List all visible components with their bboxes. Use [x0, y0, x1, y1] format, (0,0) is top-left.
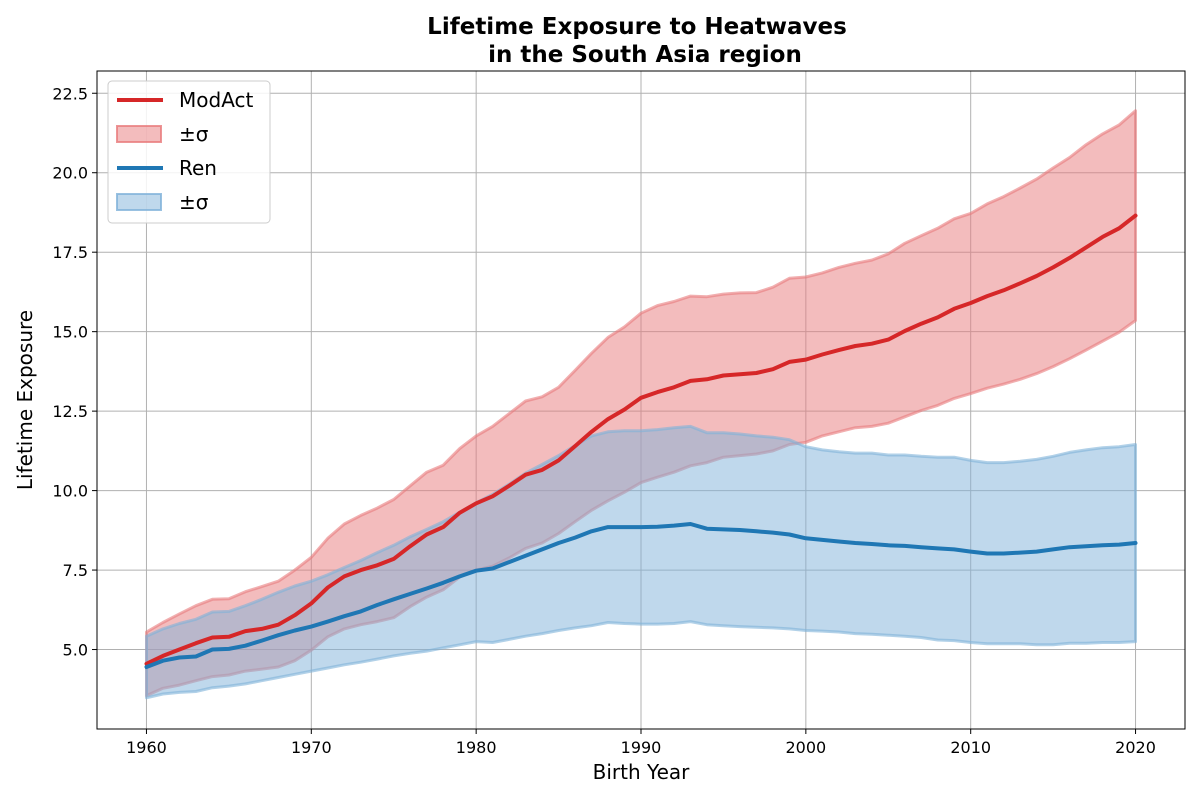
legend-ren-label: Ren: [179, 156, 217, 180]
legend-ren-band-swatch: [116, 193, 162, 211]
legend-ren-band-label: ±σ: [179, 190, 209, 214]
legend-modact-band-swatch: [116, 125, 162, 143]
x-tick-label: 1990: [621, 738, 662, 757]
y-tick-label: 7.5: [63, 561, 88, 580]
chart-title-line1: Lifetime Exposure to Heatwaves: [427, 14, 847, 40]
y-tick-label: 12.5: [52, 402, 88, 421]
ren-line: [144, 522, 1138, 669]
y-tick-label: 10.0: [52, 482, 88, 501]
legend-modact-label: ModAct: [179, 88, 254, 112]
y-axis-label: Lifetime Exposure: [13, 310, 37, 490]
ticks: 1960 1970 1980 1990 2000 2010 2020 5.0 7.5 10.0 12…: [52, 84, 1156, 757]
lines: [144, 213, 1138, 669]
x-tick-label: 2020: [1115, 738, 1156, 757]
y-tick-label: 22.5: [52, 84, 88, 103]
y-tick-label: 17.5: [52, 243, 88, 262]
x-tick-label: 2010: [950, 738, 991, 757]
x-tick-label: 1970: [291, 738, 332, 757]
modact-line: [144, 213, 1138, 666]
y-tick-label: 15.0: [52, 323, 88, 342]
chart-title-line2: in the South Asia region: [488, 42, 802, 68]
x-axis-label: Birth Year: [593, 760, 690, 784]
y-tick-label: 5.0: [63, 641, 88, 660]
legend: ModAct ±σ Ren ±σ: [107, 80, 271, 224]
x-tick-label: 1980: [456, 738, 497, 757]
x-tick-label: 2000: [785, 738, 826, 757]
legend-modact-band-label: ±σ: [179, 122, 209, 146]
x-tick-label: 1960: [126, 738, 167, 757]
legend-frame: [107, 80, 271, 224]
y-tick-label: 20.0: [52, 164, 88, 183]
